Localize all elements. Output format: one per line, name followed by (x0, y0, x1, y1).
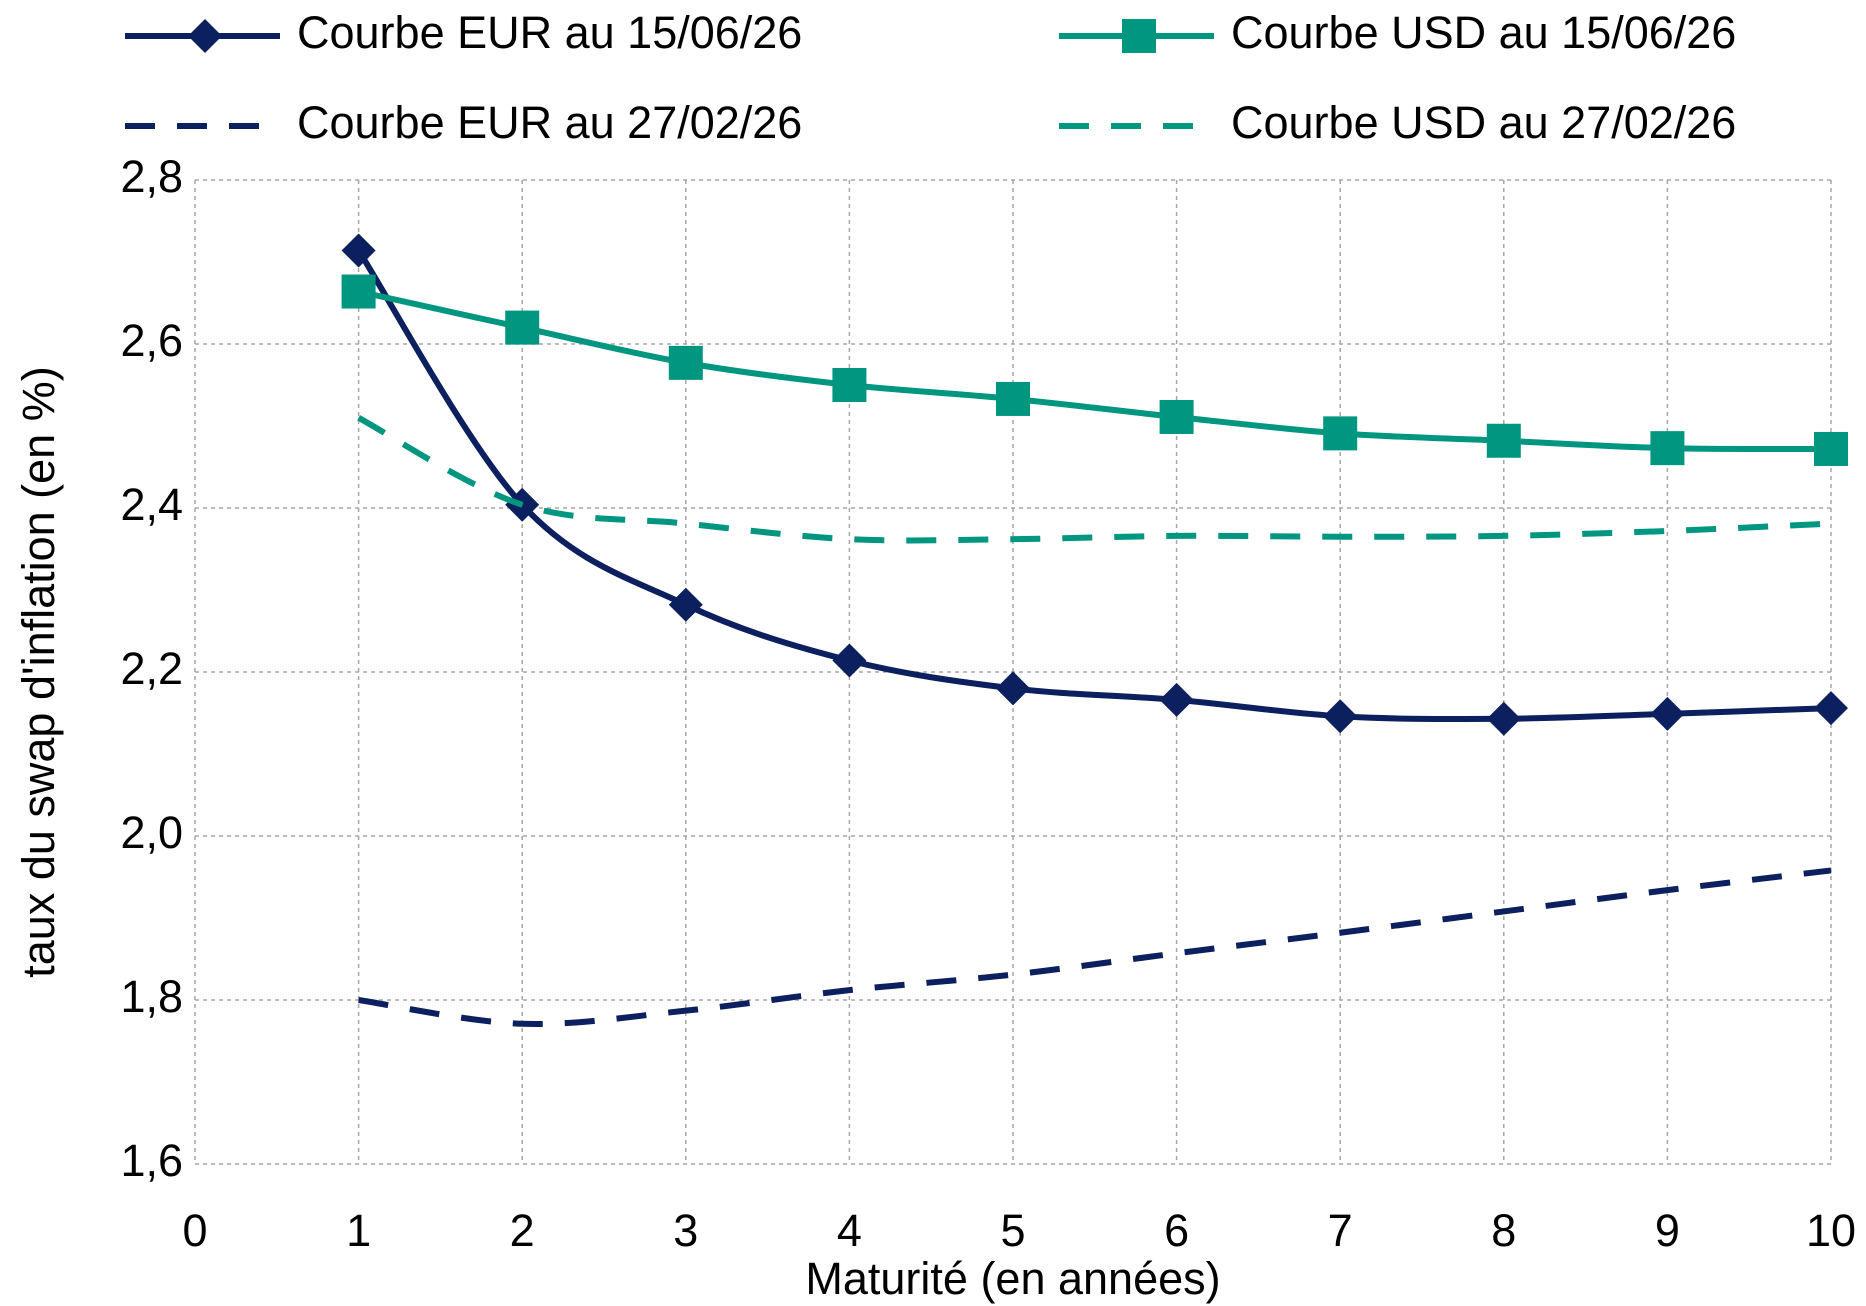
point-marker (832, 643, 867, 678)
x-tick-label: 2 (510, 1205, 535, 1256)
x-axis-label: Maturité (en années) (805, 1253, 1220, 1304)
point-marker (1650, 696, 1685, 731)
point-marker (832, 368, 867, 402)
x-tick-label: 9 (1655, 1205, 1680, 1256)
point-marker (1814, 691, 1848, 726)
point-marker (996, 381, 1030, 416)
series-line (357, 288, 1832, 453)
point-marker (1159, 399, 1194, 434)
legend-label: Courbe USD au 15/06/26 (1231, 7, 1736, 58)
legend-marker (188, 19, 222, 53)
x-tick-label: 1 (346, 1205, 371, 1256)
y-tick-label: 2,8 (120, 151, 183, 202)
point-marker (1814, 431, 1848, 466)
point-marker (341, 233, 376, 268)
y-axis-label: taux du swap d'inflation (en %) (13, 366, 64, 977)
legend-label: Courbe EUR au 15/06/26 (297, 7, 802, 58)
x-tick-label: 4 (837, 1205, 862, 1256)
y-tick-label: 2,0 (120, 807, 183, 858)
x-tick-label: 7 (1328, 1205, 1353, 1256)
y-tick-label: 1,8 (120, 971, 183, 1022)
x-tick-label: 6 (1164, 1205, 1189, 1256)
series-line (356, 248, 1832, 722)
x-tick-label: 10 (1806, 1205, 1856, 1256)
point-marker (341, 274, 376, 309)
point-marker (505, 310, 540, 345)
y-tick-label: 2,4 (120, 479, 183, 530)
x-tick-label: 5 (1000, 1205, 1025, 1256)
legend-label: Courbe USD au 27/02/26 (1231, 97, 1736, 148)
legend-marker (1122, 19, 1156, 53)
x-tick-label: 0 (182, 1205, 207, 1256)
x-tick-label: 3 (673, 1205, 698, 1256)
y-tick-label: 2,2 (120, 643, 183, 694)
series-line (357, 415, 1832, 544)
series-line (358, 867, 1832, 1028)
legend-label: Courbe EUR au 27/02/26 (297, 97, 802, 148)
x-tick-label: 8 (1491, 1205, 1516, 1256)
point-marker (668, 345, 703, 380)
point-marker (1323, 699, 1358, 734)
point-marker (1159, 682, 1194, 717)
point-marker (1650, 431, 1685, 466)
point-marker (1323, 416, 1358, 451)
point-marker (668, 587, 703, 622)
point-marker (1486, 701, 1521, 736)
y-tick-label: 1,6 (120, 1135, 183, 1186)
y-tick-label: 2,6 (120, 315, 183, 366)
point-marker (996, 671, 1030, 706)
point-marker (1486, 423, 1521, 458)
